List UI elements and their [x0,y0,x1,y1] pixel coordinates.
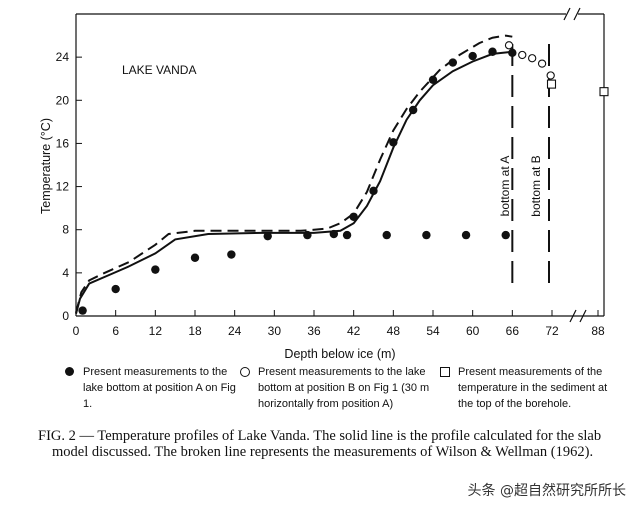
x-axis-title: Depth below ice (m) [284,347,395,361]
solid-profile-line [75,50,513,315]
point-position-b [537,59,547,68]
bottom-at-a-label: bottom at A [498,156,512,217]
x-tick-label: 42 [347,324,361,338]
legend-item-c: Present measurements of the temperature … [440,364,618,412]
bottom-at-b-label: bottom at B [529,155,543,216]
point-position-a [468,51,477,61]
open-square-icon [440,367,450,377]
point-position-a [111,284,120,294]
chart-title: LAKE VANDA [122,63,196,77]
y-tick-label: 4 [62,266,69,280]
point-position-b [528,54,537,63]
y-axis-title: Temperature (°C) [39,118,53,214]
x-tick-label: 30 [268,324,282,338]
point-position-a [342,230,352,240]
y-tick-label: 24 [56,50,70,64]
point-position-a [488,47,497,56]
legend-item-b: Present measurements to the lake bottom … [240,364,438,412]
axis-break-bottom-icon [569,309,587,323]
x-tick-label: 18 [188,324,202,338]
point-sediment [599,87,609,97]
x-tick-label: 54 [426,324,440,338]
watermark: 头条 @超自然研究所所长 [467,483,626,499]
point-position-a [461,230,471,240]
point-position-a [329,229,339,239]
caption-text: — Temperature profiles of Lake Vanda. Th… [52,428,602,460]
x-tick-label: 48 [387,324,401,338]
x-tick-label: 72 [545,324,559,338]
filled-circle-icon [65,367,74,376]
point-position-a [151,265,160,274]
y-tick-label: 20 [56,93,70,107]
dashed-profile-line [75,34,513,314]
x-tick-label: 36 [307,324,321,338]
y-tick-label: 0 [62,309,69,323]
point-position-a [369,186,378,196]
point-position-a [78,306,87,315]
point-position-b [504,41,514,50]
point-position-a [501,230,510,240]
point-position-a [349,212,358,221]
y-tick-label: 16 [56,136,70,150]
legend-label-b: Present measurements to the lake bottom … [258,366,430,410]
point-position-a [408,105,418,115]
point-position-a [227,250,236,259]
x-tick-label: 88 [591,324,605,338]
chart: 0 6 12 18 24 30 36 42 48 54 60 66 72 8804812162024Dep… [39,7,609,361]
point-position-a [428,75,438,84]
open-circle-icon [240,367,250,377]
legend-label-a: Present measurements to the lake bottom … [83,366,236,410]
x-tick-label: 24 [228,324,242,338]
point-position-a [263,231,272,241]
point-position-a [448,58,458,67]
point-position-a [303,230,312,240]
y-tick-label: 12 [56,180,70,194]
x-tick-label: 0 [73,324,80,338]
point-position-a [389,138,398,147]
axis-break-top-icon [563,7,581,21]
figure-caption: FIG. 2 — Temperature profiles of Lake Va… [38,428,610,460]
point-position-a [422,230,431,240]
legend-label-c: Present measurements of the temperature … [458,366,608,410]
point-position-a [190,253,200,262]
x-tick-label: 12 [149,324,163,338]
point-position-b [546,71,555,80]
point-position-a [382,230,391,240]
point-sediment [546,79,557,89]
caption-label: FIG. 2 [38,428,76,444]
legend-item-a: Present measurements to the lake bottom … [65,364,243,412]
x-tick-label: 6 [112,324,119,338]
x-tick-label: 60 [466,324,480,338]
x-tick-label: 66 [506,324,520,338]
point-position-a [508,48,517,58]
y-tick-label: 8 [62,223,69,237]
point-position-b [518,50,527,60]
